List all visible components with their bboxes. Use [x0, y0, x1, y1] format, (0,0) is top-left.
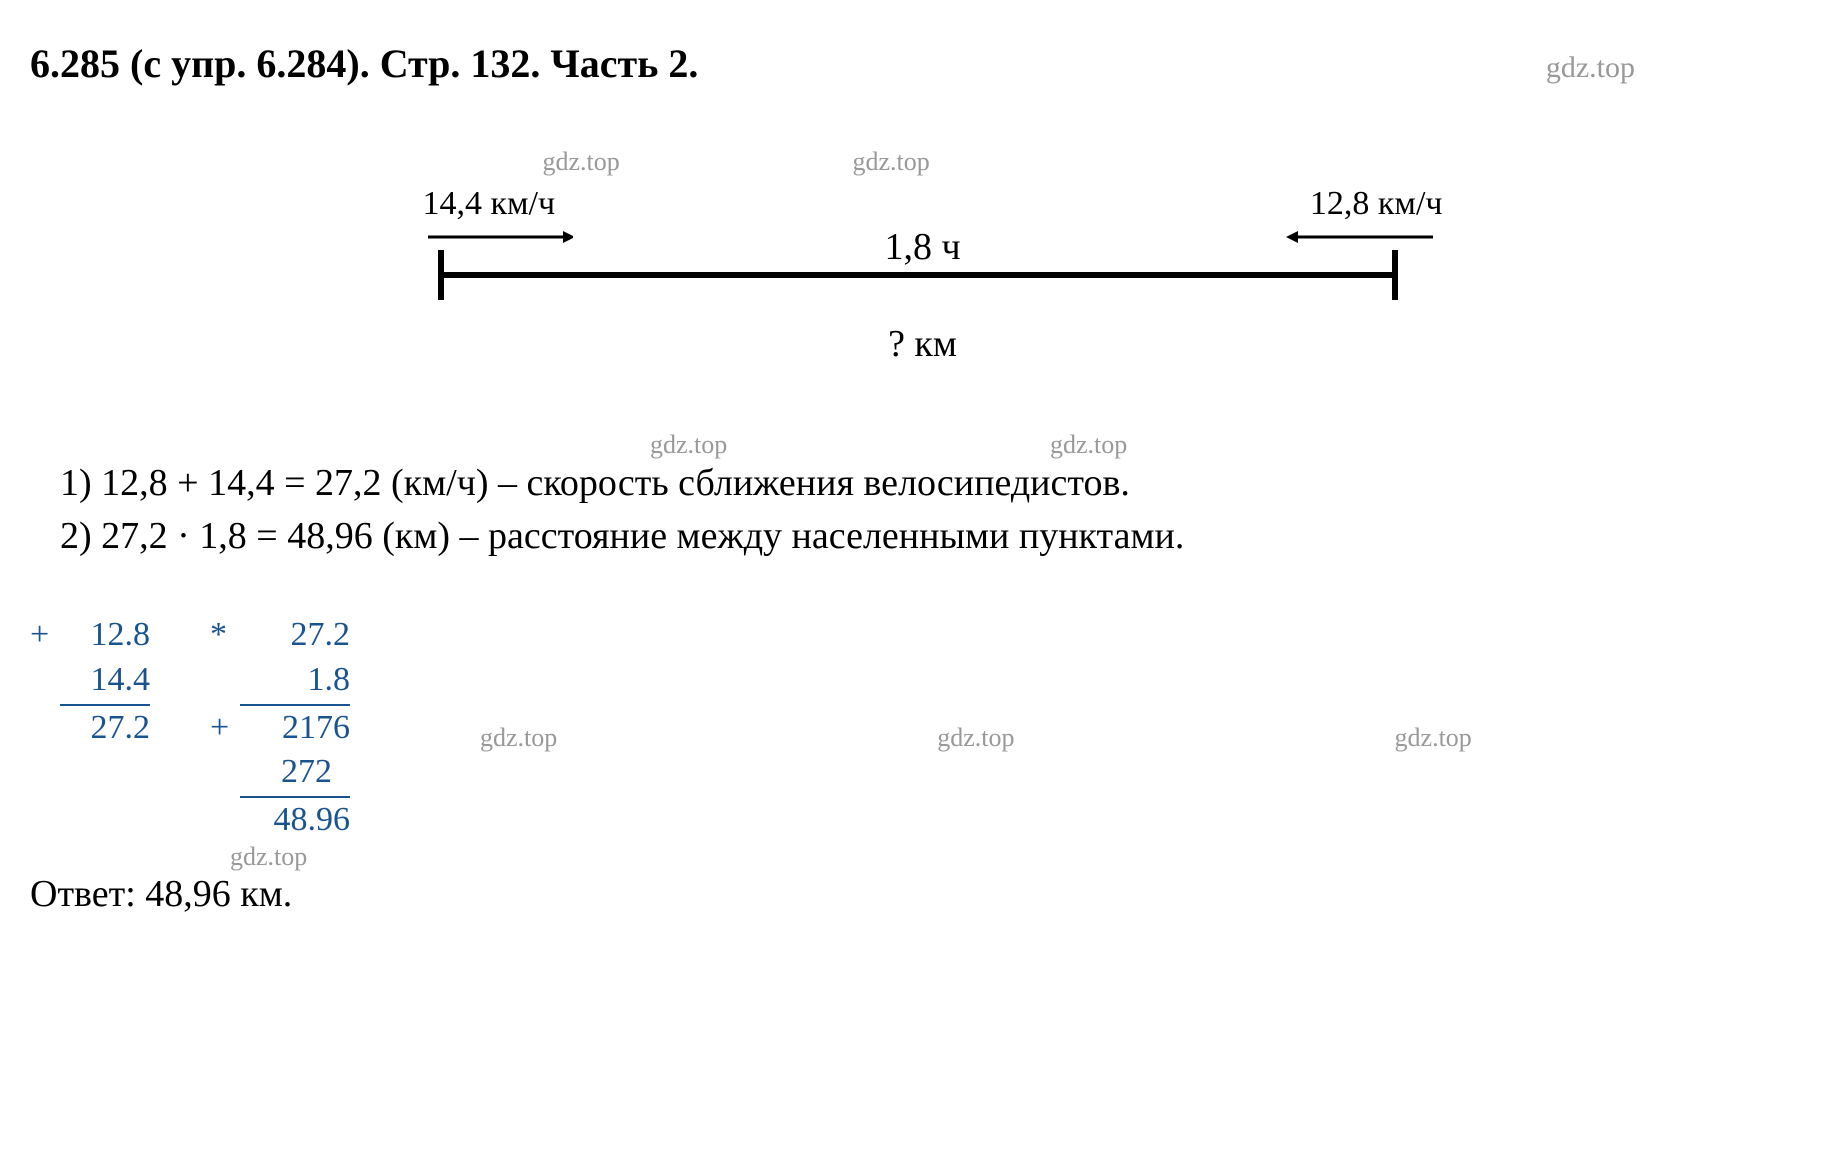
motion-diagram: gdz.top gdz.top 14,4 км/ч 12,8 км/ч 1,8 … [423, 147, 1423, 387]
calculations: + 12.8 14.4 27.2 * 27.2 1.8 + 2176 272 4… [30, 613, 1815, 842]
partial-sign: + [210, 706, 240, 750]
solution-step-1: 1) 12,8 + 14,4 = 27,2 (км/ч) – скорость … [60, 457, 1815, 510]
addition-result: 27.2 [60, 704, 150, 750]
answer: Ответ: 48,96 км. [30, 872, 1815, 916]
tick-left [438, 250, 444, 300]
tick-right [1392, 250, 1398, 300]
watermark-calc-1: gdz.top [480, 723, 557, 753]
main-line [438, 272, 1398, 278]
watermark-diagram-2: gdz.top [853, 147, 930, 177]
solution-step-2: 2) 27,2 · 1,8 = 48,96 (км) – расстояние … [60, 510, 1815, 563]
arrow-right-icon [423, 227, 573, 247]
addition-a: 12.8 [60, 613, 150, 657]
addition-b: 14.4 [60, 658, 150, 702]
time-label: 1,8 ч [884, 225, 960, 269]
step-1-text: 1) 12,8 + 14,4 = 27,2 (км/ч) – скорость … [60, 462, 1130, 504]
addition-sign: + [30, 613, 60, 657]
watermark-calc-3: gdz.top [1395, 723, 1472, 753]
watermark-below-calc: gdz.top [230, 842, 1845, 872]
speed-right-label: 12,8 км/ч [1310, 185, 1443, 223]
mult-p1: 2176 [240, 704, 350, 750]
mult-result: 48.96 [240, 796, 350, 842]
mult-a: 27.2 [240, 613, 350, 657]
mult-b: 1.8 [240, 658, 350, 702]
header: 6.285 (с упр. 6.284). Стр. 132. Часть 2.… [30, 40, 1815, 87]
addition-calc: + 12.8 14.4 27.2 [30, 613, 150, 842]
watermark-diagram-1: gdz.top [543, 147, 620, 177]
watermark-solution-2: gdz.top [1050, 427, 1127, 463]
mult-sign: * [210, 613, 240, 657]
multiplication-calc: * 27.2 1.8 + 2176 272 48.96 [210, 613, 350, 842]
speed-left-label: 14,4 км/ч [423, 185, 556, 223]
watermark-row: gdz.top gdz.top gdz.top [480, 723, 1472, 753]
watermark-calc-2: gdz.top [937, 723, 1014, 753]
watermark-header: gdz.top [1546, 51, 1635, 85]
solution-steps: 1) 12,8 + 14,4 = 27,2 (км/ч) – скорость … [60, 457, 1815, 563]
mult-p2: 272 [240, 750, 350, 794]
watermark-solution-1: gdz.top [650, 427, 727, 463]
arrow-left-icon [1283, 227, 1433, 247]
page-title: 6.285 (с упр. 6.284). Стр. 132. Часть 2. [30, 40, 698, 87]
distance-label: ? км [888, 322, 957, 366]
distance-line [438, 272, 1398, 278]
